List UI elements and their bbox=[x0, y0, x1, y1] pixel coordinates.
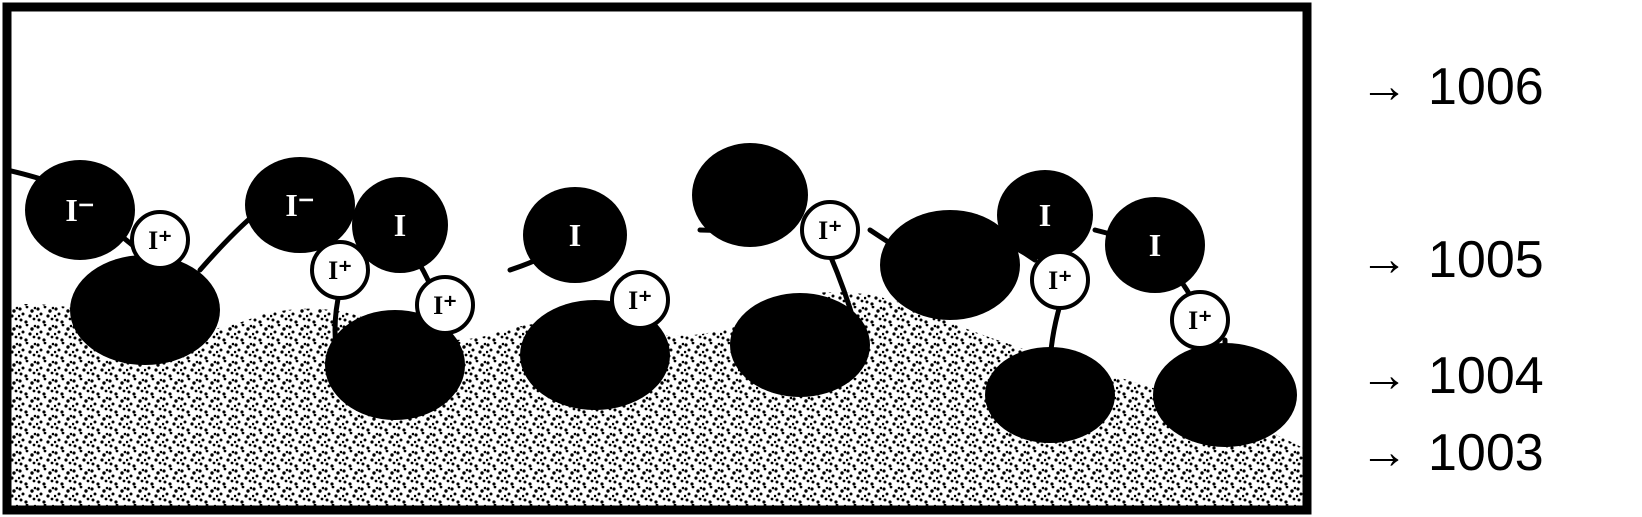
black-particle-label: I bbox=[394, 207, 406, 243]
callout-number: 1005 bbox=[1428, 230, 1544, 290]
ion-circle-label: I⁺ bbox=[433, 291, 457, 320]
callout-1003: → 1003 bbox=[1360, 423, 1544, 483]
ion-circle-label: I⁺ bbox=[628, 286, 652, 315]
black-particle bbox=[70, 255, 220, 365]
ion-circle-label: I⁺ bbox=[328, 256, 352, 285]
ion-circle-label: I⁺ bbox=[148, 226, 172, 255]
black-particle bbox=[730, 293, 870, 397]
callout-1004: → 1004 bbox=[1360, 346, 1544, 406]
callout-arrow-icon: → bbox=[1360, 232, 1408, 287]
callout-arrow-icon: → bbox=[1360, 348, 1408, 403]
black-particle-label: I⁻ bbox=[65, 192, 94, 228]
callout-number: 1006 bbox=[1428, 57, 1544, 117]
black-particle-label: I bbox=[569, 217, 581, 253]
figure-root: I⁻ I⁻ I I I I I⁺ I⁺ I⁺ I⁺ I⁺ I⁺ I⁺ → 1006 → 1005 → 1004 → 1… bbox=[0, 0, 1642, 517]
callout-1006: → 1006 bbox=[1360, 57, 1544, 117]
callout-arrow-icon: → bbox=[1360, 59, 1408, 114]
ion-circle-label: I⁺ bbox=[1188, 306, 1212, 335]
black-particle bbox=[985, 347, 1115, 443]
black-particle-label: I⁻ bbox=[285, 187, 314, 223]
callout-number: 1004 bbox=[1428, 346, 1544, 406]
black-particle-label: I bbox=[1149, 227, 1161, 263]
black-particle bbox=[1153, 343, 1297, 447]
callout-number: 1003 bbox=[1428, 423, 1544, 483]
callout-1005: → 1005 bbox=[1360, 230, 1544, 290]
ion-circle-label: I⁺ bbox=[1048, 266, 1072, 295]
black-particle bbox=[692, 143, 808, 247]
callout-arrow-icon: → bbox=[1360, 425, 1408, 480]
ion-circle-label: I⁺ bbox=[818, 216, 842, 245]
black-particle-label: I bbox=[1039, 197, 1051, 233]
